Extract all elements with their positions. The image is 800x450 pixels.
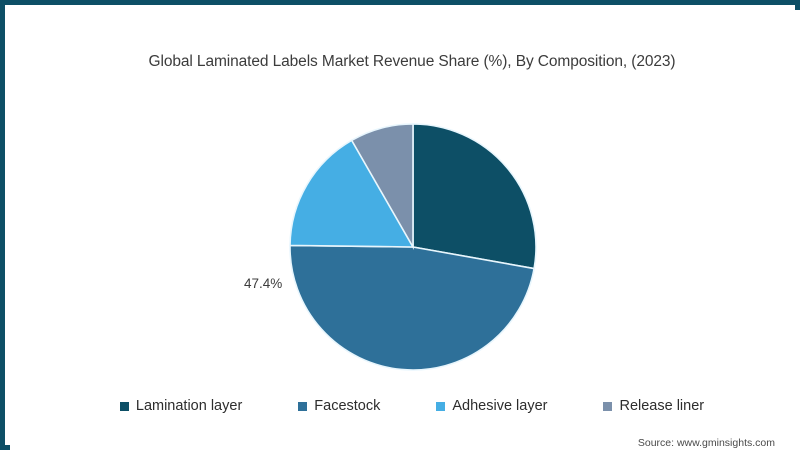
pie-chart (289, 123, 537, 371)
legend-swatch-icon (298, 401, 308, 411)
legend-item-adhesive-layer[interactable]: Adhesive layer (436, 398, 547, 414)
pie-slice[interactable] (289, 139, 415, 248)
chart-canvas: Global Laminated Labels Market Revenue S… (10, 10, 800, 450)
legend-item-label: Lamination layer (135, 398, 243, 414)
data-label-facestock: 47.4% (244, 276, 283, 291)
pie-slice[interactable] (350, 123, 414, 250)
pie-chart-svg (289, 123, 537, 371)
legend-item-facestock[interactable]: Facestock (298, 398, 380, 414)
legend-item-release-liner[interactable]: Release liner (603, 398, 704, 414)
page-title: Global Laminated Labels Market Revenue S… (148, 53, 676, 70)
pie-slice[interactable] (412, 123, 537, 270)
source-attribution: Source: www.gminsights.com (637, 437, 775, 449)
legend-item-lamination-layer[interactable]: Lamination layer (119, 398, 243, 414)
legend-item-label: Facestock (314, 398, 381, 414)
legend-swatch-icon (436, 401, 446, 411)
legend-item-label: Release liner (619, 398, 705, 414)
legend-swatch-icon (603, 401, 613, 411)
legend-item-label: Adhesive layer (452, 398, 548, 414)
pie-slice[interactable] (289, 244, 536, 371)
legend: Lamination layer Facestock Adhesive laye… (12, 398, 800, 414)
legend-swatch-icon (119, 401, 129, 411)
